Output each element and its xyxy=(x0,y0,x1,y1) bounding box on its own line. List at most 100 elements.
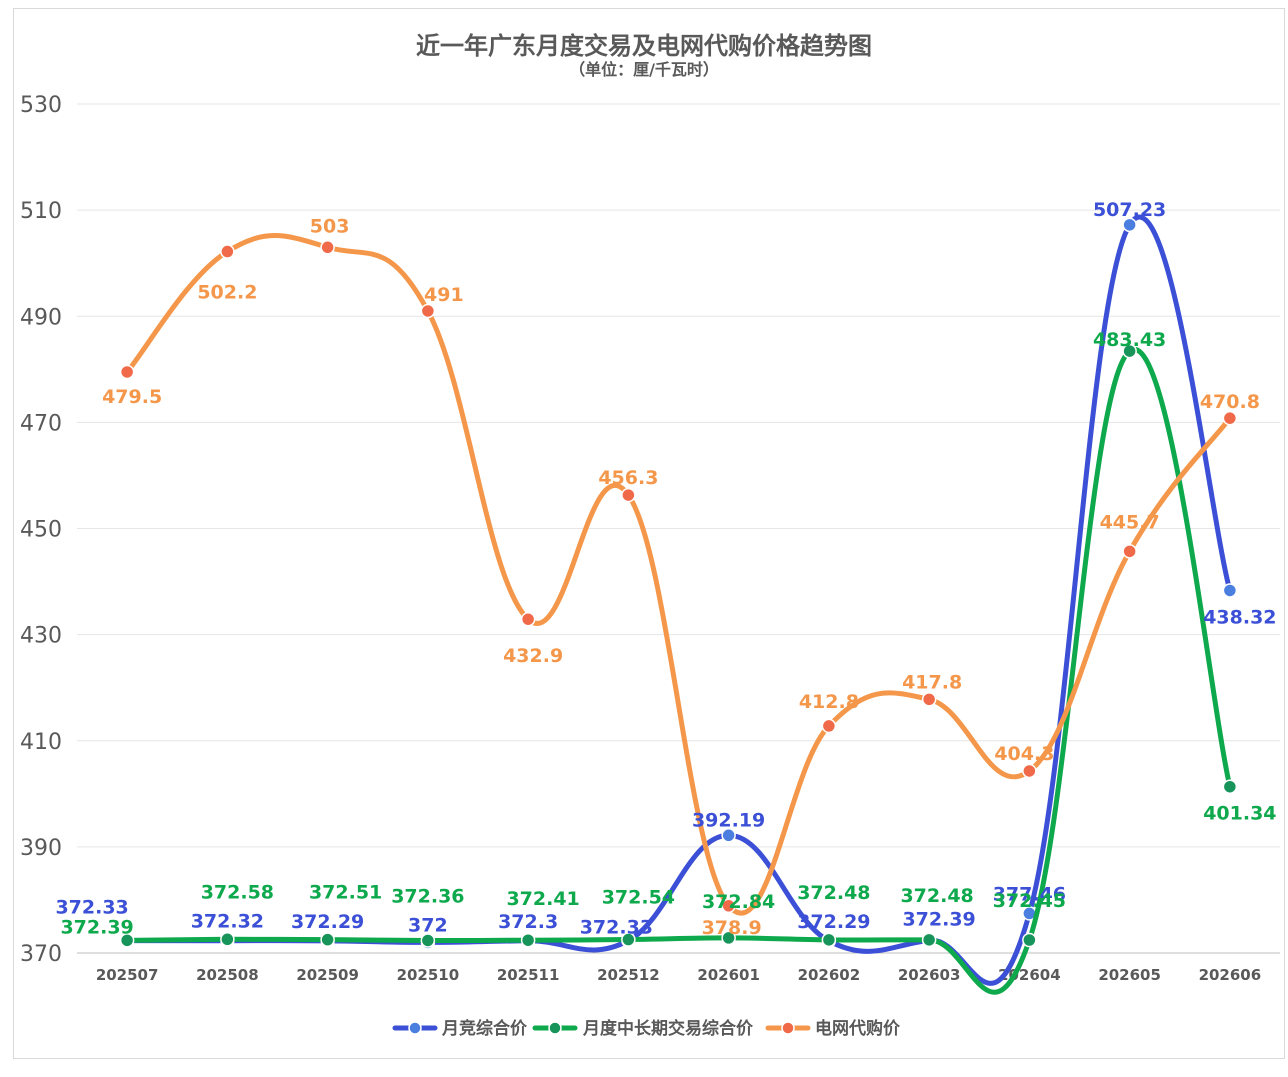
data-point xyxy=(320,240,335,255)
legend: 月竞综合价 月度中长期交易综合价 电网代购价 xyxy=(392,1018,901,1039)
data-point xyxy=(320,932,335,947)
x-tick-label: 202511 xyxy=(497,966,560,984)
series-line xyxy=(124,346,1233,995)
legend-label: 电网代购价 xyxy=(815,1018,901,1039)
y-axis: 370 390 410 430 450 470 490 510 530 xyxy=(20,93,62,967)
data-point xyxy=(420,303,436,319)
chart-frame xyxy=(13,8,1285,1059)
data-label: 372.3 xyxy=(498,911,558,933)
series-lines xyxy=(119,214,1238,995)
data-label: 372.32 xyxy=(191,911,264,933)
data-label: 372.48 xyxy=(797,882,870,904)
data-label: 372.45 xyxy=(993,890,1066,912)
chart-title: 近一年广东月度交易及电网代购价格趋势图 xyxy=(416,32,872,60)
y-tick-label: 450 xyxy=(20,518,62,543)
data-point xyxy=(621,487,636,503)
data-label: 417.8 xyxy=(902,671,962,693)
x-tick-label: 202606 xyxy=(1199,966,1262,984)
data-point xyxy=(621,932,636,947)
y-tick-label: 390 xyxy=(20,836,62,861)
data-point xyxy=(1022,763,1037,779)
data-label: 372.39 xyxy=(60,916,133,938)
y-tick-label: 410 xyxy=(20,730,62,755)
data-point xyxy=(119,364,135,380)
data-point xyxy=(921,692,937,707)
data-label: 404.3 xyxy=(994,743,1054,765)
data-label: 445.7 xyxy=(1100,511,1160,533)
legend-label: 月度中长期交易综合价 xyxy=(582,1018,754,1039)
data-point xyxy=(821,718,837,734)
data-label: 438.32 xyxy=(1203,606,1276,628)
data-label: 372.54 xyxy=(602,887,675,909)
data-point xyxy=(721,898,736,914)
data-point xyxy=(220,244,235,259)
data-label: 372.29 xyxy=(797,911,870,933)
legend-label: 月竞综合价 xyxy=(441,1018,528,1039)
data-label: 377.46 xyxy=(993,883,1066,905)
y-tick-label: 470 xyxy=(20,411,62,436)
data-label: 372.58 xyxy=(201,881,274,903)
series-line xyxy=(124,233,1233,916)
data-label: 372.51 xyxy=(309,882,382,904)
chart-subtitle: （单位：厘/千瓦时） xyxy=(569,60,719,79)
x-tick-label: 202603 xyxy=(898,966,961,984)
y-tick-label: 530 xyxy=(20,93,62,118)
data-point xyxy=(520,611,536,627)
data-point xyxy=(821,932,837,948)
data-label: 372.36 xyxy=(391,885,464,907)
data-label: 392.19 xyxy=(692,809,765,831)
x-axis: 202507 202508 202509 202510 202511 202512 2026… xyxy=(96,966,1261,984)
x-tick-label: 202512 xyxy=(597,966,660,984)
data-point xyxy=(1222,410,1238,426)
x-tick-label: 202510 xyxy=(397,966,460,984)
data-label: 372.29 xyxy=(291,911,364,933)
y-tick-label: 490 xyxy=(20,305,62,330)
data-label: 412.8 xyxy=(799,691,859,713)
data-point xyxy=(721,828,736,843)
data-label: 372.33 xyxy=(580,917,653,939)
data-point xyxy=(119,933,135,948)
legend-marker xyxy=(408,1021,422,1035)
data-label: 372.84 xyxy=(702,891,775,913)
data-label: 401.34 xyxy=(1203,803,1276,825)
x-tick-label: 202601 xyxy=(697,966,760,984)
data-point xyxy=(921,932,937,948)
data-label: 483.43 xyxy=(1093,329,1166,351)
data-point xyxy=(420,933,436,948)
data-label: 503 xyxy=(310,215,350,237)
x-tick-label: 202508 xyxy=(196,966,259,984)
data-point xyxy=(1122,343,1137,359)
data-label: 372 xyxy=(408,914,448,936)
data-labels: 372.33 372.32 372.29 372 372.3 372.33 392.19 37… xyxy=(55,199,1276,939)
data-label: 372.48 xyxy=(900,885,973,907)
data-label: 479.5 xyxy=(102,386,162,408)
data-point xyxy=(721,930,736,946)
data-point xyxy=(520,932,536,948)
data-label: 507.23 xyxy=(1093,199,1166,221)
series-line xyxy=(124,214,1233,986)
y-tick-label: 510 xyxy=(20,199,62,224)
data-label: 372.39 xyxy=(902,908,975,930)
y-tick-label: 370 xyxy=(20,942,62,967)
x-tick-label: 202509 xyxy=(296,966,359,984)
data-label: 432.9 xyxy=(503,645,563,667)
data-label: 456.3 xyxy=(598,467,658,489)
data-label: 470.8 xyxy=(1200,391,1260,413)
data-label: 502.2 xyxy=(197,282,257,304)
x-tick-label: 202605 xyxy=(1098,966,1161,984)
data-point xyxy=(1122,217,1137,233)
data-point xyxy=(220,932,235,947)
data-label: 491 xyxy=(424,284,464,306)
x-tick-label: 202507 xyxy=(96,966,159,984)
data-label: 372.41 xyxy=(506,888,579,910)
data-label: 372.33 xyxy=(55,897,128,919)
data-point xyxy=(1222,779,1238,794)
y-tick-label: 430 xyxy=(20,624,62,649)
data-point xyxy=(1122,544,1137,559)
data-label: 378.9 xyxy=(702,917,762,939)
data-point xyxy=(1022,932,1037,948)
x-tick-label: 202602 xyxy=(798,966,861,984)
legend-marker xyxy=(548,1021,562,1035)
data-point xyxy=(1222,583,1238,598)
